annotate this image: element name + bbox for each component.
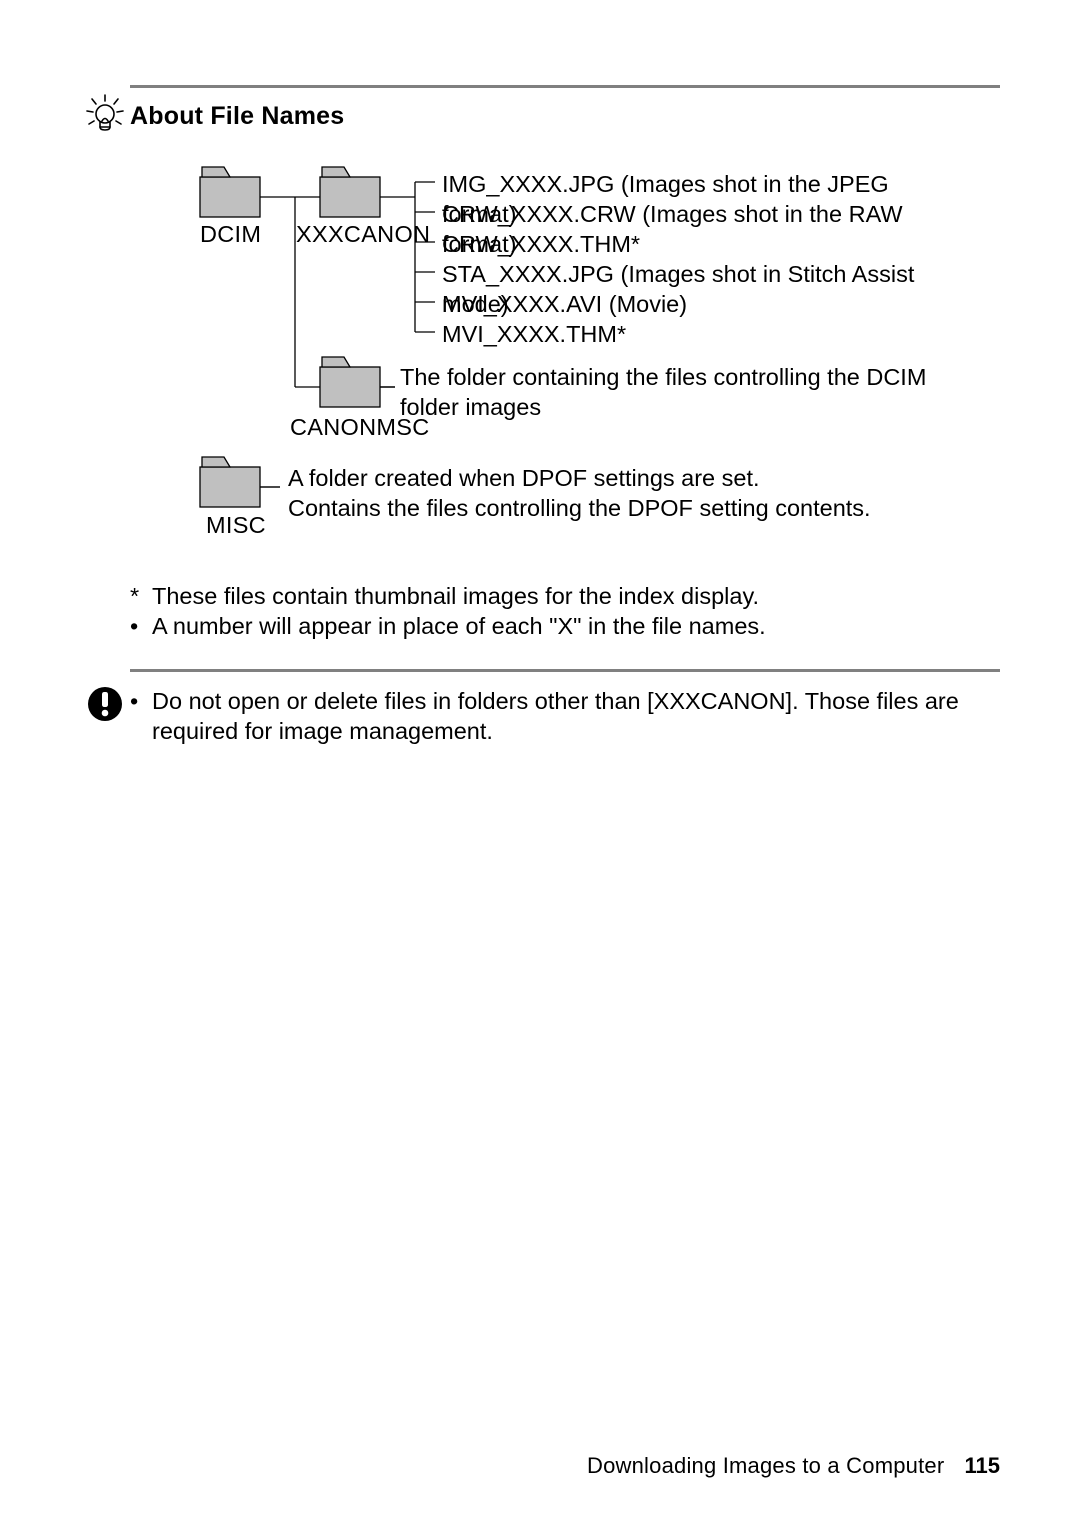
mid-rule: [130, 669, 1000, 672]
footnote-item: • A number will appear in place of each …: [130, 611, 1000, 641]
tip-lightbulb-icon: [80, 94, 130, 141]
tip-section: About File Names: [80, 102, 1000, 141]
footer-chapter: Downloading Images to a Computer: [587, 1453, 944, 1478]
bullet-text: These files contain thumbnail images for…: [152, 581, 759, 611]
folder-structure-diagram: DCIM XXXCANON CANONMSC MISC IMG_XXXX.JPG…: [130, 157, 960, 577]
folder-icon-dcim: [200, 167, 260, 217]
top-rule: [130, 85, 1000, 88]
caution-section: • Do not open or delete files in folders…: [80, 686, 1000, 746]
misc-desc: A folder created when DPOF settings are …: [288, 463, 928, 523]
canonmsc-desc: The folder containing the files controll…: [400, 362, 940, 422]
bullet-mark: •: [130, 611, 152, 641]
bullet-mark: •: [130, 686, 152, 746]
folder-icon-misc: [200, 457, 260, 507]
caution-body: Do not open or delete files in folders o…: [152, 686, 1000, 746]
caution-text: • Do not open or delete files in folders…: [130, 686, 1000, 746]
bullet-text: A number will appear in place of each "X…: [152, 611, 766, 641]
page-footer: Downloading Images to a Computer 115: [587, 1453, 1000, 1479]
footer-page-number: 115: [965, 1453, 1001, 1478]
bullet-mark: *: [130, 581, 152, 611]
folder-icon-xxxcanon: [320, 167, 380, 217]
folder-label-dcim: DCIM: [200, 219, 261, 249]
folder-icon-canonmsc: [320, 357, 380, 407]
caution-exclamation-icon: [80, 686, 130, 727]
manual-page: About File Names: [0, 0, 1080, 1529]
file-entry: CRW_XXXX.THM*: [442, 229, 640, 259]
file-entry: MVI_XXXX.THM*: [442, 319, 626, 349]
folder-label-misc: MISC: [206, 510, 266, 540]
footnote-item: * These files contain thumbnail images f…: [130, 581, 1000, 611]
footnote-bullets: * These files contain thumbnail images f…: [130, 581, 1000, 641]
file-entry: MVI_XXXX.AVI (Movie): [442, 289, 687, 319]
folder-label-xxxcanon: XXXCANON: [296, 219, 430, 249]
tip-heading: About File Names: [130, 102, 344, 131]
